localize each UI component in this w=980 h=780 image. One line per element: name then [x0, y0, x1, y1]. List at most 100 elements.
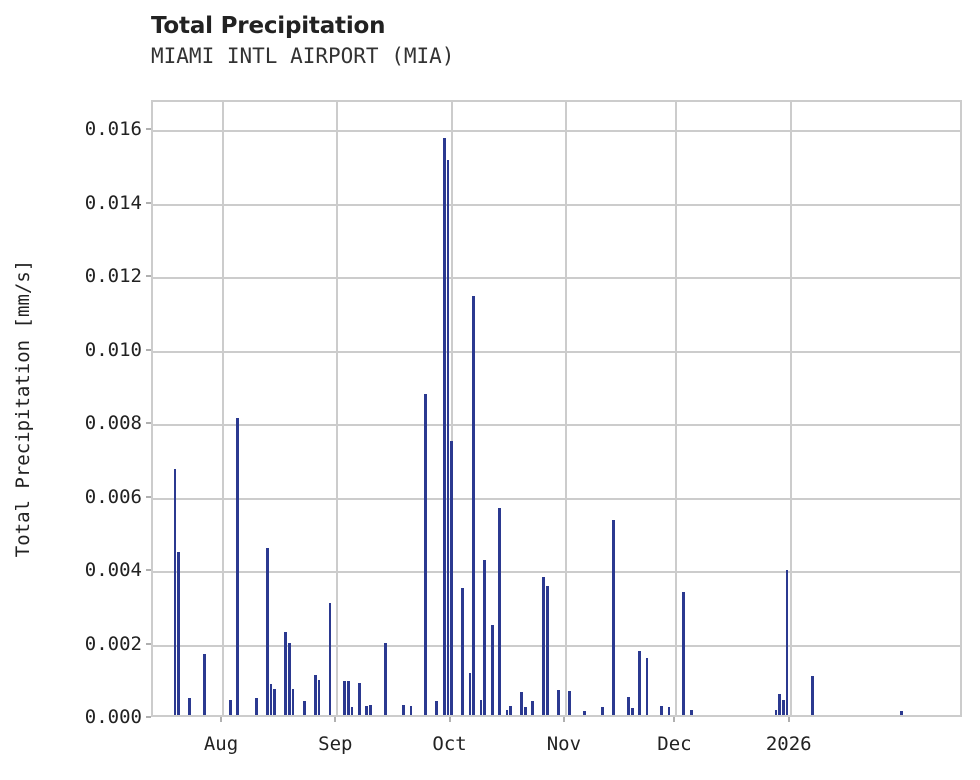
bar: [778, 693, 782, 715]
bar: [302, 701, 306, 715]
x-tick-mark: [448, 717, 451, 722]
bar: [785, 569, 789, 715]
bar: [645, 658, 649, 715]
bar: [601, 706, 605, 715]
bar: [350, 707, 354, 715]
y-tick-label: 0.014: [84, 191, 142, 214]
page-title: Total Precipitation: [151, 13, 386, 39]
bar: [229, 700, 232, 715]
bar: [236, 417, 240, 715]
title-block: Total Precipitation MIAMI INTL AIRPORT (…: [151, 12, 851, 70]
y-axis-label: Total Precipitation [mm/s]: [8, 100, 38, 717]
bar: [520, 692, 523, 715]
x-tick-label: Nov: [546, 733, 582, 755]
bar: [346, 680, 350, 715]
x-tick-mark: [673, 717, 676, 722]
bar: [660, 705, 664, 715]
bar: [254, 698, 258, 715]
y-tick-label: 0.010: [84, 338, 142, 361]
bar-series: [153, 102, 960, 715]
gridline-horizontal: [153, 644, 960, 647]
bar: [899, 710, 903, 715]
bar: [689, 709, 693, 715]
y-axis-label-text: Total Precipitation [mm/s]: [12, 259, 34, 558]
gridline-horizontal: [153, 203, 960, 206]
x-tick-mark: [562, 717, 565, 722]
y-tick-label: 0.002: [84, 632, 142, 655]
x-tick-mark: [334, 717, 337, 722]
gridline-vertical: [222, 102, 225, 715]
x-tick-mark: [220, 717, 223, 722]
bar: [450, 441, 453, 715]
gridline-horizontal: [153, 130, 960, 133]
bar: [288, 643, 291, 715]
bar: [365, 705, 369, 715]
bar: [265, 547, 269, 715]
bar: [627, 696, 630, 715]
bar: [313, 674, 317, 715]
bar: [291, 688, 295, 715]
x-tick-mark: [787, 717, 790, 722]
gridline-horizontal: [153, 277, 960, 280]
bar: [479, 699, 483, 715]
bar: [531, 701, 535, 715]
bar: [568, 691, 571, 715]
bar: [273, 689, 277, 715]
bar: [461, 588, 465, 715]
gridline-horizontal: [153, 497, 960, 500]
gridline-vertical: [789, 102, 792, 715]
bar: [358, 682, 361, 715]
bar: [498, 507, 501, 715]
x-tick-label: 2026: [765, 733, 812, 755]
bar: [343, 681, 347, 715]
bar: [369, 704, 372, 715]
x-tick-label: Aug: [203, 733, 239, 755]
bar: [667, 706, 671, 715]
y-tick-label: 0.016: [84, 118, 142, 141]
bar: [505, 710, 509, 715]
bar: [284, 632, 288, 715]
plot-area: [151, 100, 962, 717]
bar: [173, 468, 177, 715]
bar: [557, 690, 560, 715]
bar: [490, 625, 494, 715]
bar: [317, 680, 321, 715]
bar: [612, 520, 616, 715]
bar: [630, 708, 634, 715]
bar: [409, 705, 413, 715]
bar: [638, 650, 641, 715]
y-tick-label: 0.000: [84, 706, 142, 728]
bar: [468, 672, 472, 715]
bar: [774, 709, 778, 715]
gridline-horizontal: [153, 424, 960, 427]
bar: [523, 707, 527, 715]
chart-subtitle: MIAMI INTL AIRPORT (MIA): [151, 44, 455, 68]
bar: [483, 560, 487, 715]
bar: [435, 701, 439, 715]
bar: [188, 698, 192, 715]
gridline-vertical: [675, 102, 678, 715]
bar: [328, 603, 332, 715]
bar: [269, 683, 273, 715]
y-tick-label: 0.004: [84, 559, 142, 582]
bar: [472, 296, 476, 715]
bar: [781, 699, 785, 715]
bar: [542, 577, 546, 715]
bar: [383, 643, 387, 715]
bar: [546, 586, 549, 715]
bar: [582, 710, 586, 715]
bar: [402, 704, 406, 715]
gridline-horizontal: [153, 350, 960, 353]
bar: [442, 138, 446, 715]
bar: [177, 551, 181, 715]
bar: [509, 705, 512, 715]
gridline-vertical: [564, 102, 567, 715]
y-tick-label: 0.008: [84, 412, 142, 435]
bar: [203, 654, 206, 715]
bar: [446, 160, 450, 715]
gridline-vertical: [336, 102, 339, 715]
gridline-vertical: [450, 102, 453, 715]
bar: [424, 393, 428, 715]
bar: [682, 591, 686, 715]
